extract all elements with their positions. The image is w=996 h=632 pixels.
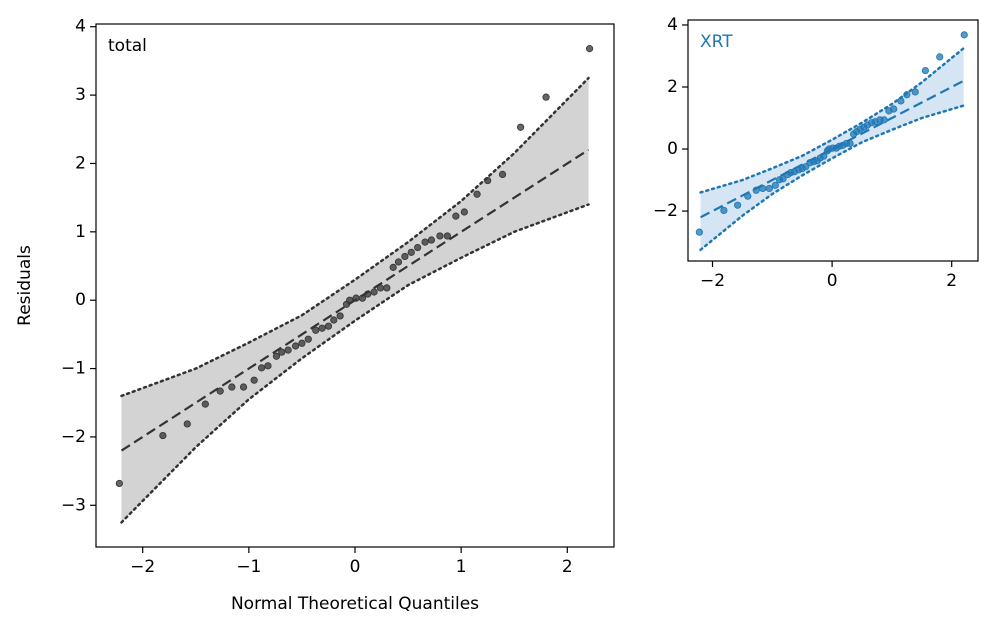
point <box>383 284 391 292</box>
point <box>201 400 209 408</box>
x-tick-label: −2 <box>700 271 725 291</box>
point <box>216 387 224 395</box>
band-edge <box>120 203 590 524</box>
point <box>498 170 507 179</box>
y-tick-label: 2 <box>667 77 678 97</box>
point <box>394 258 403 266</box>
point <box>771 181 779 189</box>
point <box>298 339 306 347</box>
x-tick-label: 0 <box>827 271 838 291</box>
point <box>421 238 429 246</box>
point <box>903 91 911 99</box>
y-tick-label: 0 <box>75 290 86 310</box>
x-axis-label: Normal Theoretical Quantiles <box>231 594 479 614</box>
point <box>452 212 460 220</box>
point <box>228 383 236 391</box>
point <box>370 288 378 296</box>
point <box>734 201 742 209</box>
band-edge <box>120 76 590 398</box>
point <box>278 348 286 356</box>
y-tick-label: −1 <box>61 359 86 379</box>
point <box>880 116 888 124</box>
point <box>389 263 397 271</box>
point <box>744 192 752 200</box>
point <box>585 45 594 53</box>
point <box>336 312 344 320</box>
x-tick-label: −2 <box>130 557 155 577</box>
x-tick-label: 0 <box>350 557 361 577</box>
point <box>318 324 326 332</box>
point <box>890 105 898 113</box>
y-tick-label: −2 <box>61 427 86 447</box>
y-tick-label: 4 <box>75 17 86 37</box>
point <box>414 243 422 252</box>
point <box>720 206 728 215</box>
point <box>376 284 385 292</box>
point <box>960 31 968 39</box>
x-tick-label: 1 <box>456 557 467 577</box>
point <box>779 175 787 183</box>
point <box>407 248 415 256</box>
point <box>427 236 436 244</box>
point <box>115 479 123 488</box>
x-tick-label: 2 <box>562 557 573 577</box>
y-tick-label: 1 <box>75 222 86 242</box>
point <box>358 294 367 302</box>
band-edge <box>699 46 965 194</box>
point <box>284 346 292 354</box>
point <box>304 335 312 343</box>
point <box>250 376 258 384</box>
point <box>257 364 266 372</box>
point <box>460 208 468 216</box>
point <box>752 186 760 194</box>
point <box>820 152 828 160</box>
point <box>921 66 929 75</box>
point <box>765 184 773 193</box>
y-tick-label: −3 <box>61 495 86 515</box>
point <box>516 123 525 131</box>
point <box>911 88 919 96</box>
point <box>291 342 300 350</box>
point <box>936 53 944 61</box>
point <box>695 228 703 236</box>
axes-frame <box>687 19 979 262</box>
point <box>330 316 338 324</box>
x-tick-label: −1 <box>236 557 261 577</box>
point <box>759 184 767 193</box>
point <box>264 362 272 370</box>
point <box>364 290 372 298</box>
point <box>484 176 492 185</box>
point <box>542 93 550 101</box>
point <box>324 322 333 330</box>
y-tick-label: −2 <box>653 201 678 221</box>
point <box>473 190 481 198</box>
x-tick-label: 2 <box>946 271 957 291</box>
point <box>436 232 444 240</box>
band-edge <box>699 104 965 252</box>
point <box>443 232 451 240</box>
point <box>346 296 354 304</box>
point <box>312 326 320 334</box>
point <box>897 97 905 105</box>
y-tick-label: 4 <box>667 15 678 35</box>
y-axis-label: Residuals <box>15 245 35 326</box>
point <box>272 352 281 360</box>
point <box>159 431 167 440</box>
point <box>183 420 191 428</box>
y-tick-label: 3 <box>75 85 86 105</box>
reference-line <box>700 79 965 219</box>
point <box>846 139 854 148</box>
y-tick-label: 0 <box>667 139 678 159</box>
point <box>239 383 248 391</box>
y-tick-label: 2 <box>75 153 86 173</box>
point <box>401 252 409 261</box>
annotation: total <box>108 36 147 56</box>
point <box>352 294 360 302</box>
annotation: XRT <box>700 32 733 52</box>
